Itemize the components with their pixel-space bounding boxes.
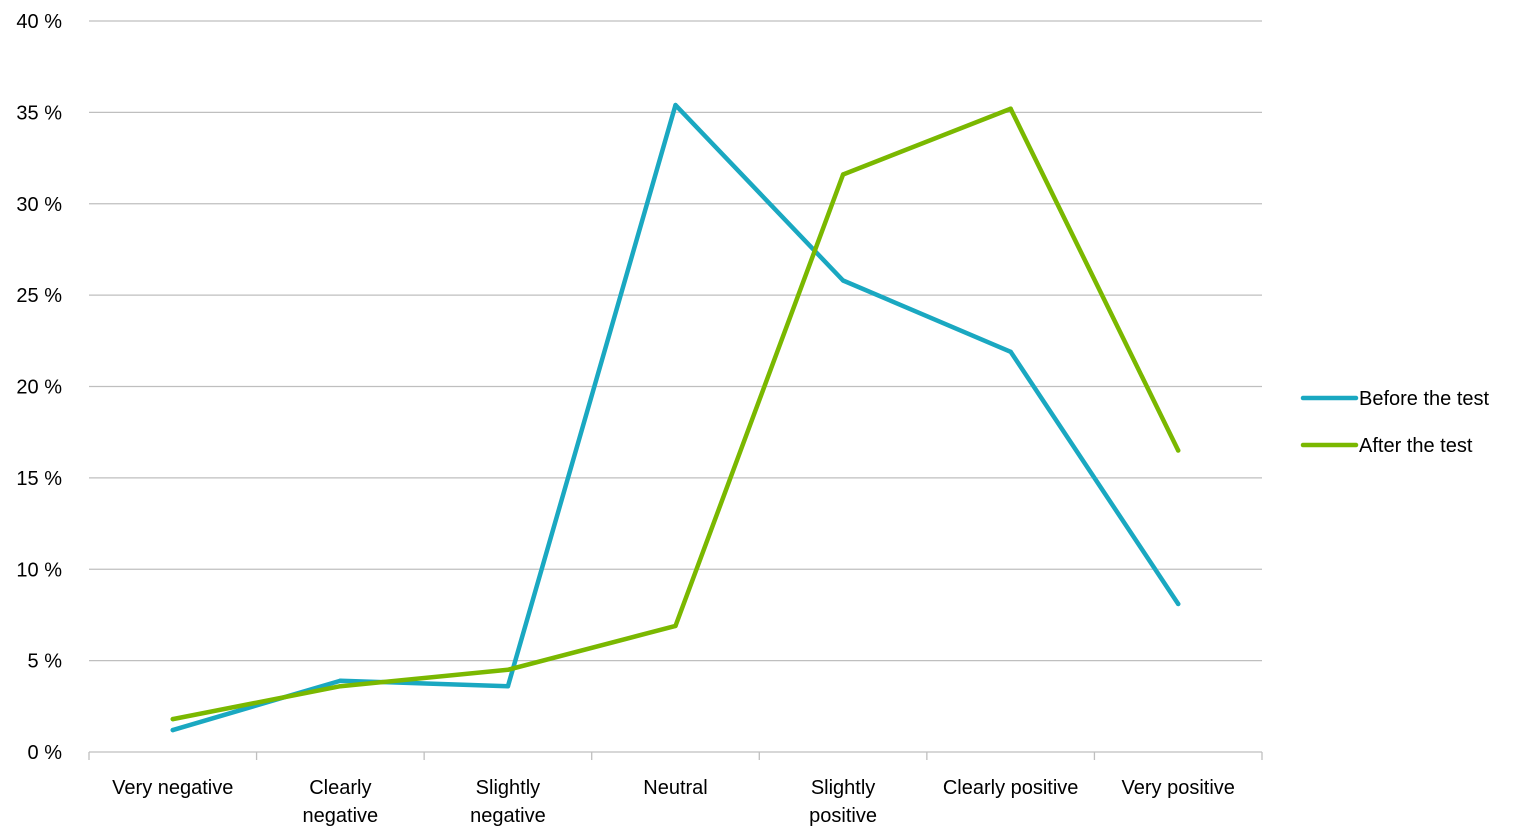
y-tick-label: 35 %: [16, 102, 62, 124]
data-point: [1176, 601, 1181, 607]
x-tick-label: Slightly positive: [809, 777, 877, 827]
x-tick-label: Clearly positive: [943, 777, 1079, 799]
x-tick-label: Neutral: [643, 777, 707, 799]
x-tick-label: Slightly negative: [470, 777, 546, 827]
x-tick-label: Very positive: [1122, 777, 1235, 799]
x-tick-label-line: Slightly: [476, 777, 540, 799]
data-point: [505, 684, 511, 689]
data-point: [1008, 106, 1013, 111]
x-tick-label-line: Very positive: [1122, 777, 1235, 799]
y-tick-label: 0 %: [28, 742, 63, 764]
x-tick-label-line: negative: [470, 805, 546, 827]
series-line-before: [170, 102, 1181, 733]
x-tick-label-line: positive: [809, 805, 877, 827]
data-point: [673, 102, 678, 108]
data-point: [338, 678, 343, 683]
data-point: [505, 667, 511, 672]
legend-label: Before the test: [1359, 388, 1490, 410]
y-tick-label: 10 %: [16, 559, 62, 581]
legend: Before the test After the test: [1300, 388, 1490, 457]
x-tick-label-line: Clearly: [309, 777, 371, 799]
data-point: [1008, 349, 1013, 354]
y-tick-label: 30 %: [16, 194, 62, 216]
data-point: [673, 623, 678, 629]
x-tick-label-line: Clearly positive: [943, 777, 1079, 799]
x-tick-label-line: Slightly: [811, 777, 875, 799]
y-tick-label: 40 %: [16, 11, 62, 33]
series-lines: [170, 102, 1181, 733]
data-point: [170, 727, 175, 733]
y-tick-label: 5 %: [28, 651, 63, 673]
data-point: [338, 684, 343, 689]
x-tick-label: Very negative: [112, 777, 233, 799]
y-tick-label: 20 %: [16, 377, 62, 399]
x-tick-label-line: Very negative: [112, 777, 233, 799]
x-tick-label-line: negative: [303, 805, 379, 827]
gridlines: [89, 20, 1262, 662]
x-axis: [88, 751, 1263, 760]
data-point: [840, 172, 846, 177]
data-point: [1176, 448, 1181, 453]
y-tick-label: 25 %: [16, 285, 62, 307]
x-tick-label: Clearly negative: [303, 777, 379, 827]
data-point: [170, 716, 175, 722]
data-point: [840, 278, 846, 283]
legend-label: After the test: [1359, 435, 1473, 457]
x-tick-label-line: Neutral: [643, 777, 707, 799]
y-tick-label: 15 %: [16, 468, 62, 490]
x-axis-labels: Very negative Clearly negative Slightly nega…: [112, 777, 1235, 827]
y-axis-labels: 0 % 5 % 10 % 15 % 20 % 25 % 30 % 35 % 40 %: [16, 11, 62, 764]
